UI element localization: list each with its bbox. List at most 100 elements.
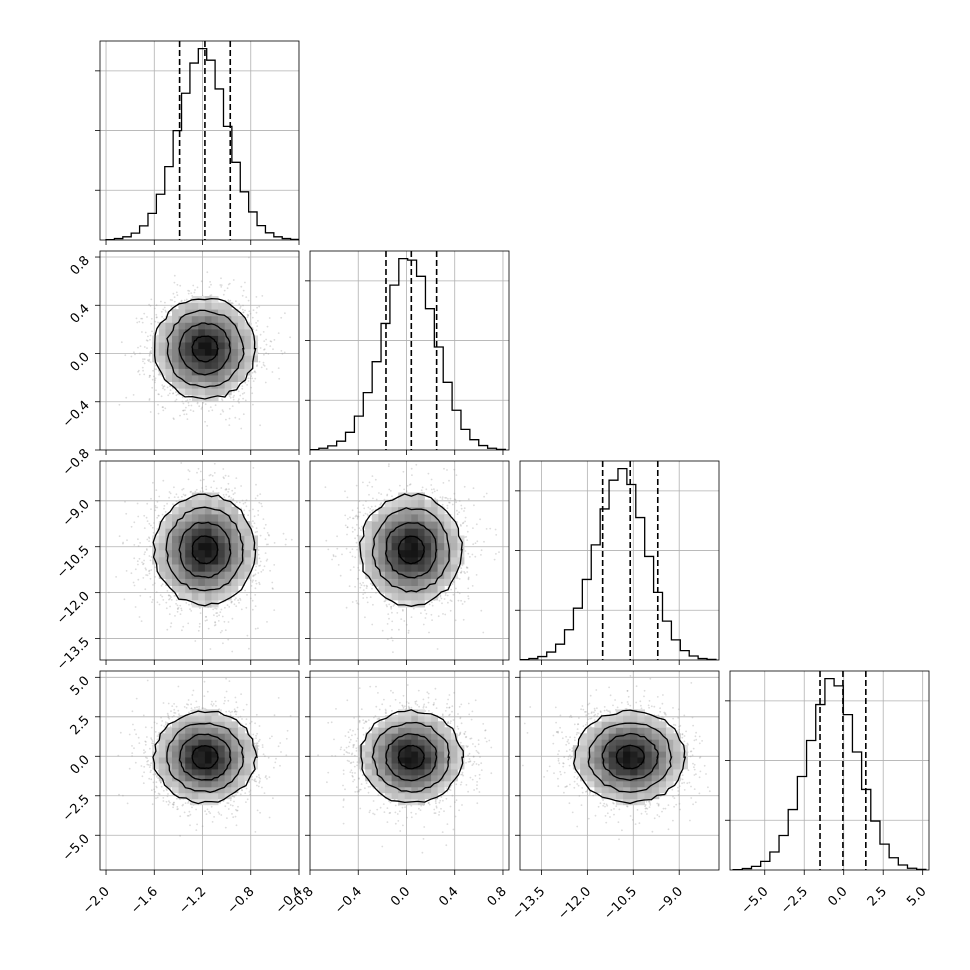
sample-point xyxy=(254,531,257,534)
sample-point xyxy=(188,470,191,473)
density-cell xyxy=(152,355,160,363)
sample-point xyxy=(199,607,201,609)
sample-point xyxy=(228,282,231,285)
density-cell xyxy=(218,388,226,396)
sample-point xyxy=(154,320,157,323)
sample-point xyxy=(223,620,226,623)
sample-point xyxy=(238,398,240,401)
sample-point xyxy=(153,368,156,370)
density-cell xyxy=(172,564,179,572)
sample-point xyxy=(254,587,257,590)
sample-point xyxy=(122,541,124,544)
density-cell xyxy=(172,549,179,558)
density-cell xyxy=(185,375,193,382)
sample-point xyxy=(138,369,140,372)
sample-point xyxy=(153,522,155,524)
sample-point xyxy=(238,401,240,404)
sample-point xyxy=(148,569,151,572)
sample-point xyxy=(197,629,200,632)
sample-point xyxy=(245,499,248,502)
sample-point xyxy=(204,420,206,423)
density-cell xyxy=(224,564,232,572)
sample-point xyxy=(205,616,207,618)
density-cell xyxy=(198,499,206,508)
sample-point xyxy=(265,338,267,341)
sample-point xyxy=(214,621,217,624)
sample-point xyxy=(173,595,176,597)
sample-point xyxy=(251,608,254,611)
sample-point xyxy=(157,393,160,396)
sample-point xyxy=(156,500,159,503)
sample-point xyxy=(263,353,265,356)
density-cell xyxy=(165,342,173,350)
sample-point xyxy=(198,405,201,408)
sample-point xyxy=(158,495,161,498)
sample-point xyxy=(235,501,238,503)
density-cell xyxy=(198,535,206,544)
sample-point xyxy=(148,536,150,539)
sample-point xyxy=(220,286,223,288)
sample-point xyxy=(242,304,244,307)
density-cell xyxy=(211,499,219,508)
density-cell xyxy=(218,342,226,350)
density-cell xyxy=(244,322,252,330)
density-cell xyxy=(198,585,206,594)
sample-point xyxy=(258,583,261,586)
sample-point xyxy=(213,472,216,474)
sample-point xyxy=(143,559,145,562)
sample-point xyxy=(164,309,167,312)
density-cell xyxy=(244,355,252,363)
sample-point xyxy=(252,579,254,582)
density-cell xyxy=(172,381,179,389)
sample-point xyxy=(254,605,257,607)
sample-point xyxy=(125,512,128,515)
density-cell xyxy=(218,335,226,343)
sample-point xyxy=(231,650,234,653)
density-cell xyxy=(178,542,186,551)
sample-point xyxy=(272,348,274,351)
sample-point xyxy=(272,588,274,590)
sample-point xyxy=(278,377,281,380)
density-cell xyxy=(178,499,186,508)
density-cell xyxy=(204,328,212,336)
sample-point xyxy=(268,317,271,319)
sample-point xyxy=(186,418,189,420)
sample-point xyxy=(262,331,265,333)
scatter-panel-2-1-plot-area xyxy=(310,461,509,660)
sample-point xyxy=(262,569,264,571)
sample-point xyxy=(265,352,267,355)
sample-point xyxy=(264,538,267,541)
sample-point xyxy=(179,284,182,287)
sample-point xyxy=(259,534,262,537)
scatter-panel-2-1 xyxy=(305,460,510,665)
scatter-panel-1-0: −0.8−0.40.00.40.8 xyxy=(60,250,300,479)
density-cell xyxy=(218,348,226,356)
sample-point xyxy=(262,364,265,366)
sample-point xyxy=(146,347,148,349)
sample-point xyxy=(232,499,235,501)
sample-point xyxy=(187,404,190,407)
sample-point xyxy=(228,395,231,398)
sample-point xyxy=(242,502,245,505)
sample-point xyxy=(202,490,205,493)
sample-point xyxy=(162,479,165,482)
sample-point xyxy=(155,304,158,307)
density-cell xyxy=(204,342,212,350)
sample-point xyxy=(280,350,283,352)
sample-point xyxy=(194,289,196,291)
sample-point xyxy=(240,485,243,487)
density-cell xyxy=(172,585,179,594)
sample-point xyxy=(213,614,215,617)
density-cell xyxy=(165,335,173,343)
sample-point xyxy=(162,308,165,311)
sample-point xyxy=(249,579,252,582)
sample-point xyxy=(154,576,156,578)
density-cell xyxy=(231,375,239,382)
sample-point xyxy=(149,351,151,354)
sample-point xyxy=(241,392,244,395)
density-cell xyxy=(191,556,199,565)
sample-point xyxy=(145,548,148,550)
density-cell xyxy=(191,564,199,572)
sample-point xyxy=(140,317,142,320)
sample-point xyxy=(187,469,190,471)
